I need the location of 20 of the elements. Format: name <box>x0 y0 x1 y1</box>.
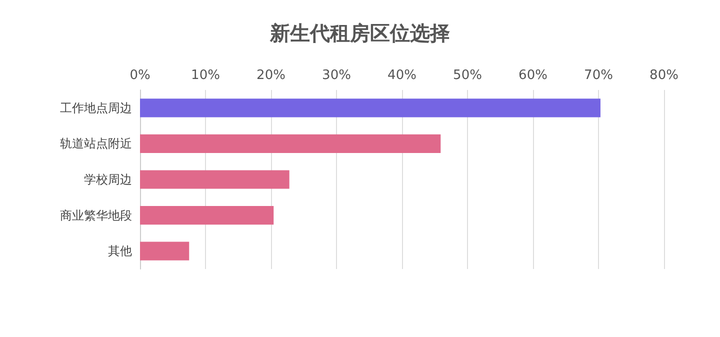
chart-title: 新生代租房区位选择 <box>269 21 450 45</box>
y-tick-label: 工作地点周边 <box>60 100 132 115</box>
x-tick-label: 50% <box>453 68 482 83</box>
x-tick-label: 70% <box>584 68 613 83</box>
y-tick-label: 商业繁华地段 <box>60 208 132 222</box>
y-tick-label: 学校周边 <box>84 172 132 186</box>
x-tick-label: 60% <box>518 68 548 83</box>
bar <box>140 134 441 154</box>
y-tick-label: 轨道站点附近 <box>60 136 132 151</box>
x-tick-label: 40% <box>388 68 416 83</box>
x-tick-label: 0% <box>130 68 150 83</box>
bar <box>140 98 600 118</box>
x-tick-label: 30% <box>322 68 351 83</box>
y-tick-label: 其他 <box>108 244 132 258</box>
bar <box>140 170 290 189</box>
x-tick-label: 80% <box>650 68 678 83</box>
bar <box>140 242 190 260</box>
bar <box>140 206 274 225</box>
x-tick-label: 10% <box>191 68 220 83</box>
x-tick-label: 20% <box>256 68 286 83</box>
